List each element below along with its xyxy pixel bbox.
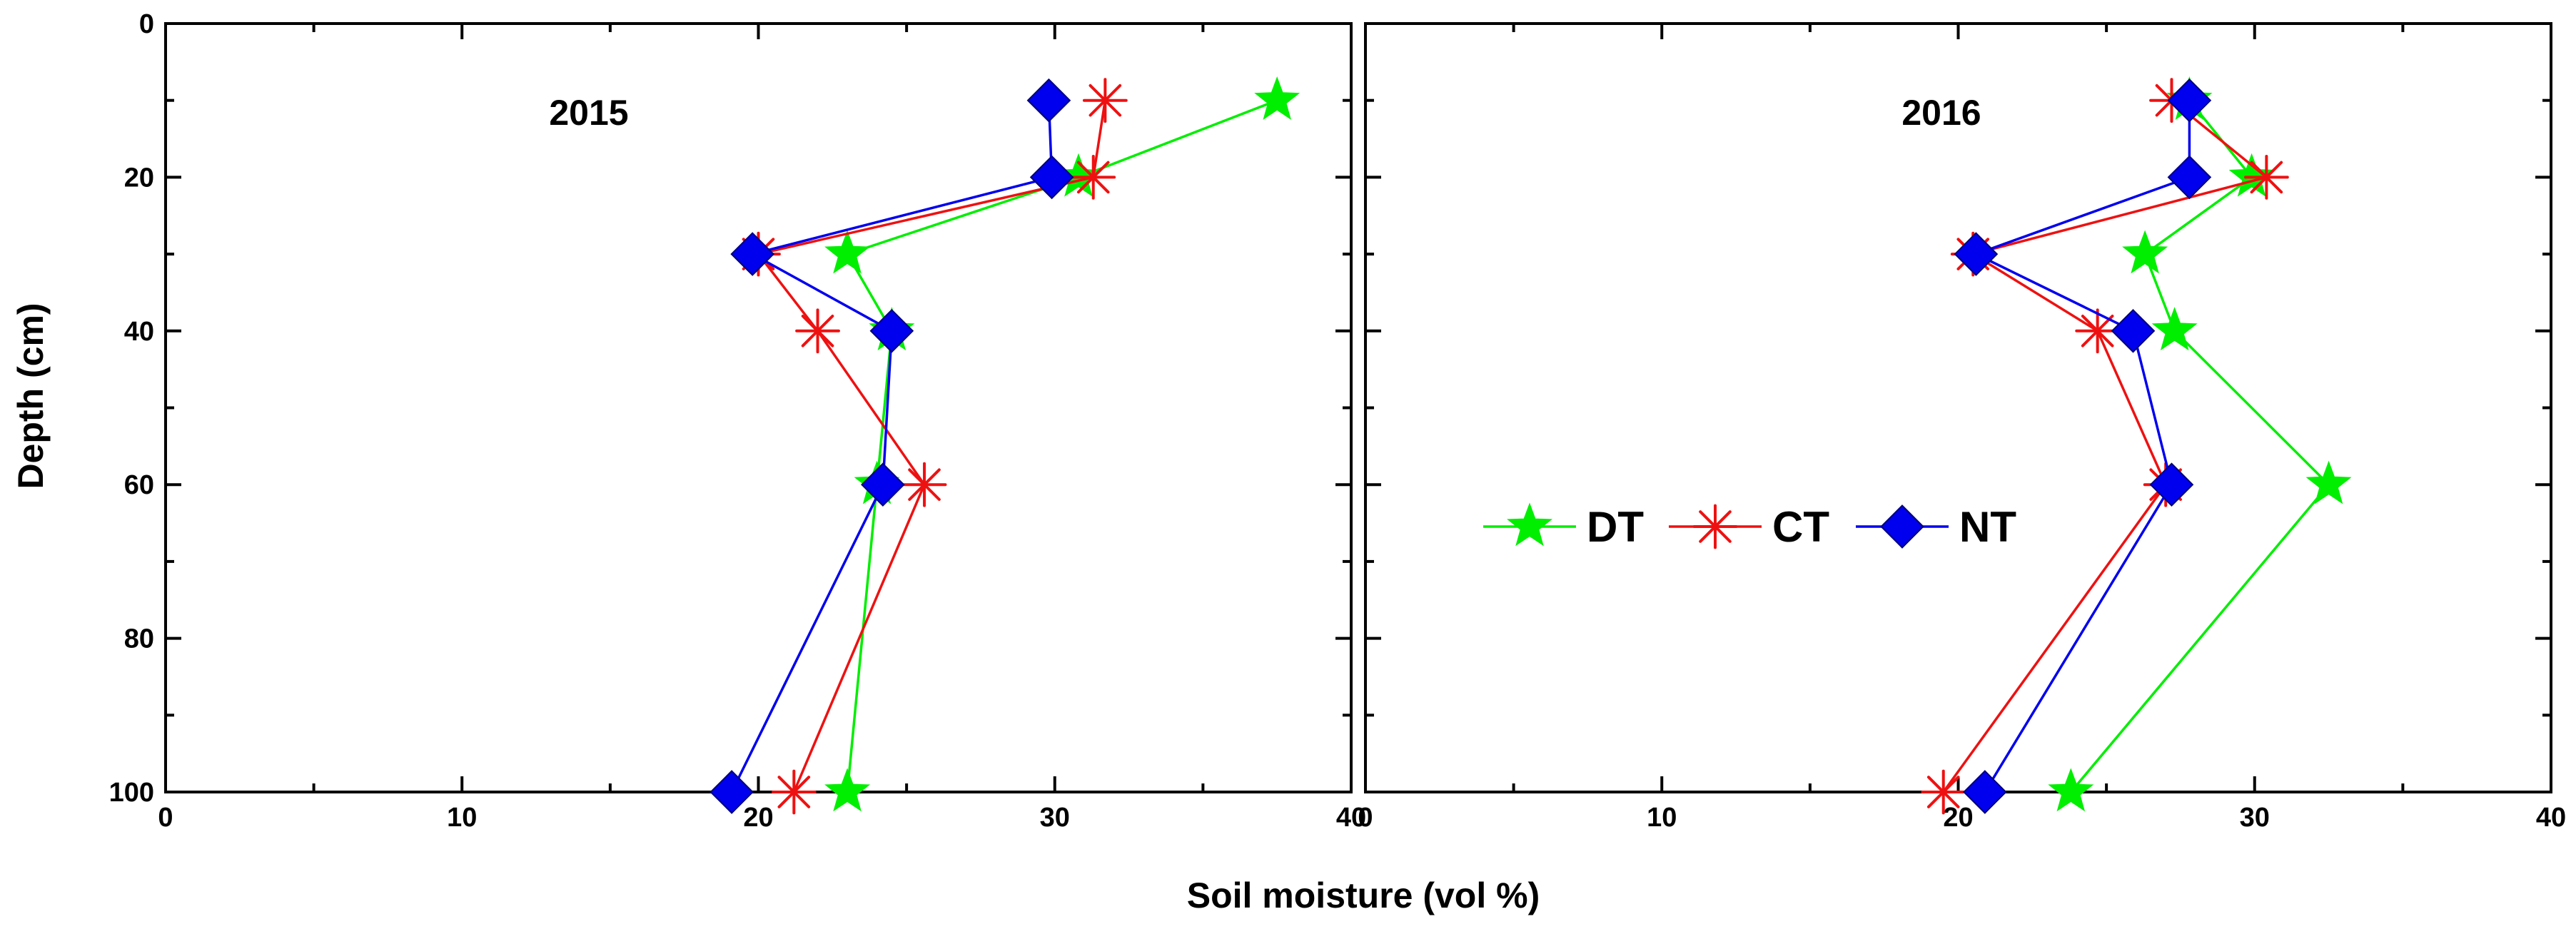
legend-marker-NT bbox=[1880, 504, 1924, 549]
point-NT-20 bbox=[1029, 155, 1074, 200]
point-CT-60 bbox=[901, 462, 947, 507]
series-line-CT bbox=[1942, 99, 2268, 793]
x-axis-title: Soil moisture (vol %) bbox=[1187, 875, 1540, 915]
x-tick-label: 40 bbox=[2536, 803, 2566, 833]
point-CT-20 bbox=[1071, 155, 1116, 200]
x-tick-label: 0 bbox=[158, 803, 173, 833]
point-NT-40 bbox=[869, 308, 914, 353]
y-tick-label: 40 bbox=[124, 317, 154, 347]
point-DT-30 bbox=[2122, 230, 2168, 274]
point-CT-40-stroke bbox=[2081, 315, 2114, 347]
point-NT-30 bbox=[1954, 232, 1999, 276]
point-CT-100 bbox=[1921, 769, 1966, 815]
x-tick-label: 10 bbox=[447, 803, 477, 833]
y-tick-label: 0 bbox=[139, 9, 154, 39]
point-NT-40 bbox=[2111, 308, 2156, 353]
point-DT-10 bbox=[1254, 76, 1300, 120]
series-NT bbox=[709, 78, 1074, 814]
x-tick-label: 40 bbox=[1336, 803, 1366, 833]
panel-title: 2015 bbox=[549, 93, 628, 133]
series-CT bbox=[736, 78, 1128, 815]
series-line-DT bbox=[2069, 99, 2330, 793]
point-NT-20 bbox=[2167, 155, 2212, 200]
legend-entry-DT: DT bbox=[1483, 502, 1644, 551]
legend-marker-CT-stroke bbox=[1699, 510, 1732, 543]
point-DT-100 bbox=[2048, 768, 2094, 812]
axis-titles: Depth (cm) Soil moisture (vol %) bbox=[11, 303, 1540, 915]
series-line-NT bbox=[730, 100, 1054, 793]
point-NT-10 bbox=[2167, 78, 2212, 123]
legend: DT CT NT bbox=[1483, 502, 2016, 551]
point-CT-20-stroke bbox=[1076, 161, 1110, 194]
point-CT-100 bbox=[771, 769, 817, 815]
panel-2015: 0 10 20 30 40 0 20 40 60 80 100 2015 bbox=[109, 9, 1367, 833]
point-DT-60 bbox=[2305, 460, 2352, 504]
series-line-DT bbox=[846, 99, 1278, 793]
panel-frame bbox=[1364, 22, 2552, 793]
point-NT-60 bbox=[2149, 462, 2194, 507]
x-tick-label: 30 bbox=[2240, 803, 2270, 833]
y-axis-title: Depth (cm) bbox=[11, 303, 51, 489]
point-DT-30 bbox=[824, 230, 871, 274]
point-CT-20 bbox=[2243, 155, 2289, 200]
legend-entry-CT: CT bbox=[1669, 503, 1829, 551]
point-CT-40-stroke bbox=[801, 315, 834, 347]
legend-entry-NT: NT bbox=[1856, 503, 2016, 551]
point-NT-10 bbox=[1026, 78, 1071, 123]
legend-marker-DT bbox=[1507, 502, 1552, 547]
point-CT-100-stroke bbox=[1926, 776, 1960, 808]
legend-label-DT: DT bbox=[1587, 503, 1644, 551]
series-DT bbox=[2048, 76, 2352, 812]
panel-title: 2016 bbox=[1901, 93, 1981, 133]
x-tick-label: 10 bbox=[1647, 803, 1677, 833]
point-DT-20 bbox=[2228, 153, 2275, 197]
series-line-CT bbox=[757, 100, 1107, 793]
x-tick-label: 30 bbox=[1040, 803, 1070, 833]
point-CT-40 bbox=[795, 308, 840, 354]
point-CT-60-stroke bbox=[908, 468, 941, 501]
y-tick-label: 60 bbox=[124, 470, 154, 500]
series-NT bbox=[1954, 78, 2212, 814]
point-NT-60 bbox=[861, 462, 905, 507]
point-DT-100 bbox=[824, 768, 871, 812]
legend-marker-CT bbox=[1692, 504, 1738, 549]
x-tick-label: 0 bbox=[1358, 803, 1373, 833]
point-NT-30 bbox=[730, 232, 775, 276]
point-NT-100 bbox=[709, 770, 754, 814]
y-tick-label: 100 bbox=[109, 778, 154, 808]
point-DT-40 bbox=[2151, 307, 2198, 351]
point-CT-10 bbox=[1082, 78, 1128, 123]
point-CT-20-stroke bbox=[2250, 161, 2283, 194]
y-tick-label: 20 bbox=[124, 163, 154, 193]
legend-label-NT: NT bbox=[1959, 503, 2016, 551]
legend-label-CT: CT bbox=[1772, 503, 1829, 551]
point-NT-100 bbox=[1963, 770, 2007, 814]
x-tick-label: 20 bbox=[743, 803, 773, 833]
point-CT-100-stroke bbox=[777, 776, 811, 808]
panel-frame bbox=[164, 22, 1353, 793]
point-CT-10-stroke bbox=[1089, 83, 1122, 117]
y-tick-label: 80 bbox=[124, 624, 154, 654]
